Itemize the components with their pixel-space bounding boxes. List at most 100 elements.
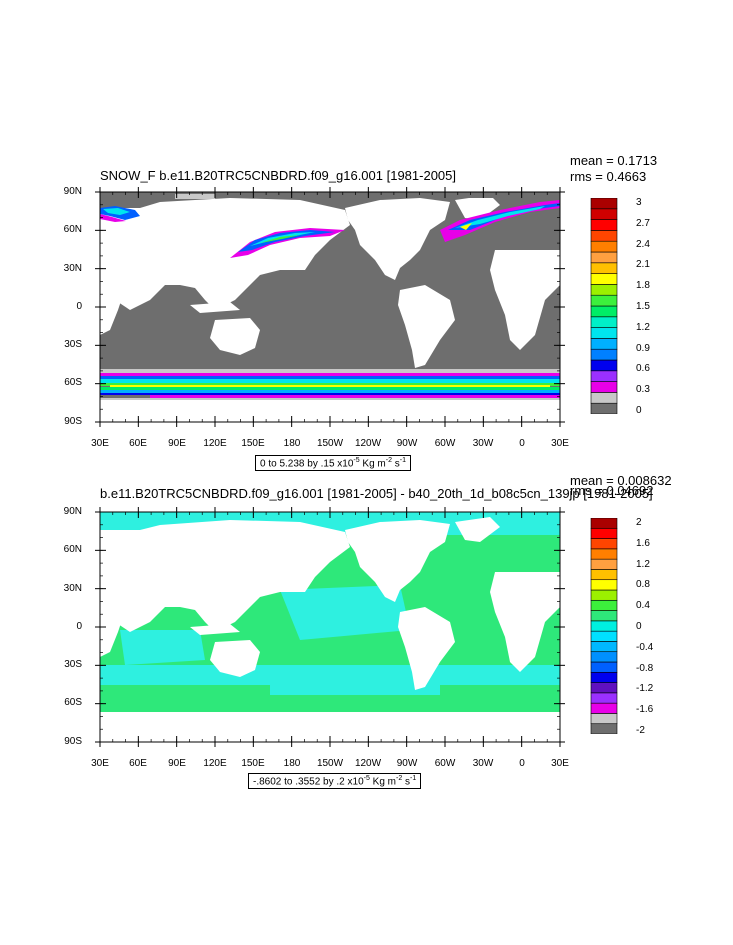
indian-ocean-cyan bbox=[120, 630, 205, 665]
lon-label: 60E bbox=[129, 438, 147, 449]
colorbar-label: 1.2 bbox=[636, 558, 650, 570]
colorbar-label: 0.9 bbox=[636, 342, 650, 354]
australia-landmass bbox=[210, 640, 260, 677]
colorbar-swatch bbox=[590, 316, 618, 328]
colorbar-swatch bbox=[590, 518, 618, 529]
lat-label-30n: 30N bbox=[63, 263, 82, 274]
map-ticks bbox=[95, 187, 565, 427]
difference-panel: b.e11.B20TRC5CNBDRD.f09_g16.001 [1981-20… bbox=[0, 470, 733, 795]
lon-label: 30E bbox=[91, 758, 109, 769]
colorbar-swatch bbox=[590, 262, 618, 274]
colorbar-top bbox=[590, 198, 618, 414]
contour-range-box: -.8602 to .3552 by .2 x10-5 Kg m-2 s-1 bbox=[248, 773, 422, 790]
range-exp2: -2 bbox=[396, 775, 403, 782]
lon-label: 0 bbox=[519, 758, 525, 769]
lat-label-60s: 60S bbox=[64, 697, 82, 708]
colorbar-bottom bbox=[590, 518, 618, 734]
colorbar-label: 0.4 bbox=[636, 600, 650, 612]
colorbar-swatch bbox=[590, 599, 618, 611]
lon-label: 150E bbox=[241, 758, 265, 769]
south-america-landmass bbox=[398, 607, 455, 690]
colorbar-swatch bbox=[590, 651, 618, 663]
colorbar-label: 2.7 bbox=[636, 217, 650, 229]
lat-label-60s: 60S bbox=[64, 377, 82, 388]
lon-label: 60W bbox=[434, 758, 456, 769]
colorbar-swatch bbox=[590, 692, 618, 704]
lon-label: 90E bbox=[168, 438, 186, 449]
lat-label-90n: 90N bbox=[63, 186, 82, 197]
snowfall-panel: SNOW_F b.e11.B20TRC5CNBDRD.f09_g16.001 [… bbox=[0, 150, 733, 475]
range-text: -.8602 to .3552 by .2 x10 bbox=[253, 776, 364, 788]
lon-label: 30W bbox=[472, 438, 494, 449]
lon-label: 120W bbox=[354, 438, 382, 449]
colorbar-swatch bbox=[590, 538, 618, 550]
africa-landmass bbox=[490, 572, 560, 672]
lat-label-eq: 0 bbox=[76, 301, 82, 312]
antarctic-coast-green bbox=[100, 702, 560, 712]
colorbar-label: 0 bbox=[636, 405, 642, 416]
southern-band-magenta2 bbox=[150, 395, 560, 398]
lat-label-30n: 30N bbox=[63, 583, 82, 594]
antarctica-landmass bbox=[100, 712, 560, 742]
colorbar-swatch bbox=[590, 251, 618, 264]
panel-title: b.e11.B20TRC5CNBDRD.f09_g16.001 [1981-20… bbox=[100, 486, 653, 501]
colorbar-swatch bbox=[590, 327, 618, 339]
lon-label: 60W bbox=[434, 438, 456, 449]
lon-label: 0 bbox=[519, 438, 525, 449]
colorbar-label: 0 bbox=[636, 621, 642, 632]
colorbar-swatch bbox=[590, 198, 618, 210]
lat-label-30s: 30S bbox=[64, 339, 82, 350]
lon-label: 180 bbox=[283, 758, 301, 769]
south-pacific-cyan bbox=[270, 665, 440, 695]
mean-value: mean = 0.008632 bbox=[570, 473, 672, 488]
colorbar-swatch bbox=[590, 641, 618, 653]
colorbar-swatch bbox=[590, 208, 618, 220]
range-exp: -5 bbox=[363, 775, 370, 782]
range-units2: s bbox=[402, 776, 411, 788]
difference-map bbox=[95, 507, 565, 747]
southern-band-cyan bbox=[100, 379, 560, 383]
stats-block: mean = 0.008632 rms = 0.04692 bbox=[570, 473, 672, 499]
panel-title: SNOW_F b.e11.B20TRC5CNBDRD.f09_g16.001 [… bbox=[100, 168, 457, 183]
rms-value: rms = 0.04692 bbox=[570, 483, 654, 498]
eurasia-landmass bbox=[100, 198, 350, 310]
colorbar-label: 1.5 bbox=[636, 301, 650, 312]
colorbar-swatch bbox=[590, 620, 618, 632]
north-pacific-band-green bbox=[260, 235, 300, 243]
colorbar-swatch bbox=[590, 284, 618, 296]
colorbar-label: 0.6 bbox=[636, 363, 650, 375]
lon-label: 90W bbox=[396, 438, 418, 449]
snowfall-map bbox=[95, 187, 565, 427]
colorbar-swatch bbox=[590, 630, 618, 642]
lon-label: 120W bbox=[354, 758, 382, 769]
lon-label: 60E bbox=[129, 758, 147, 769]
southern-band-yellow bbox=[110, 385, 550, 387]
greenland-landmass bbox=[455, 195, 500, 220]
indonesia-islands bbox=[190, 302, 240, 313]
south-america-landmass bbox=[398, 285, 455, 368]
colorbar-label: 1.2 bbox=[636, 321, 650, 333]
nordic-band-cyan bbox=[103, 208, 130, 215]
range-exp3: -1 bbox=[410, 775, 417, 782]
eurasia-landmass bbox=[100, 520, 350, 632]
lon-label: 30W bbox=[472, 758, 494, 769]
colorbar-label: 0.3 bbox=[636, 384, 650, 396]
map-ticks bbox=[95, 507, 565, 747]
colorbar-swatch bbox=[590, 370, 618, 382]
contour-range-box: 0 to 5.238 by .15 x10-5 Kg m-2 s-1 bbox=[255, 455, 412, 472]
lon-label: 90E bbox=[168, 758, 186, 769]
colorbar-swatch bbox=[590, 569, 618, 581]
colorbar-label: 0.8 bbox=[636, 579, 650, 591]
southern-band-gray2 bbox=[100, 398, 560, 400]
colorbar-swatch bbox=[590, 402, 618, 414]
africa-east-landmass bbox=[100, 260, 128, 335]
lon-label: 180 bbox=[283, 438, 301, 449]
southern-band-green2 bbox=[100, 387, 560, 390]
southern-band-blue bbox=[100, 376, 560, 379]
colorbar-swatch bbox=[590, 305, 618, 318]
north-atlantic-band-cyan bbox=[455, 206, 545, 228]
range-text: 0 to 5.238 by .15 x10 bbox=[260, 458, 354, 470]
southern-band-gray bbox=[100, 369, 560, 373]
colorbar-label: -0.4 bbox=[636, 641, 654, 653]
tropical-pacific-cyan bbox=[280, 585, 410, 640]
